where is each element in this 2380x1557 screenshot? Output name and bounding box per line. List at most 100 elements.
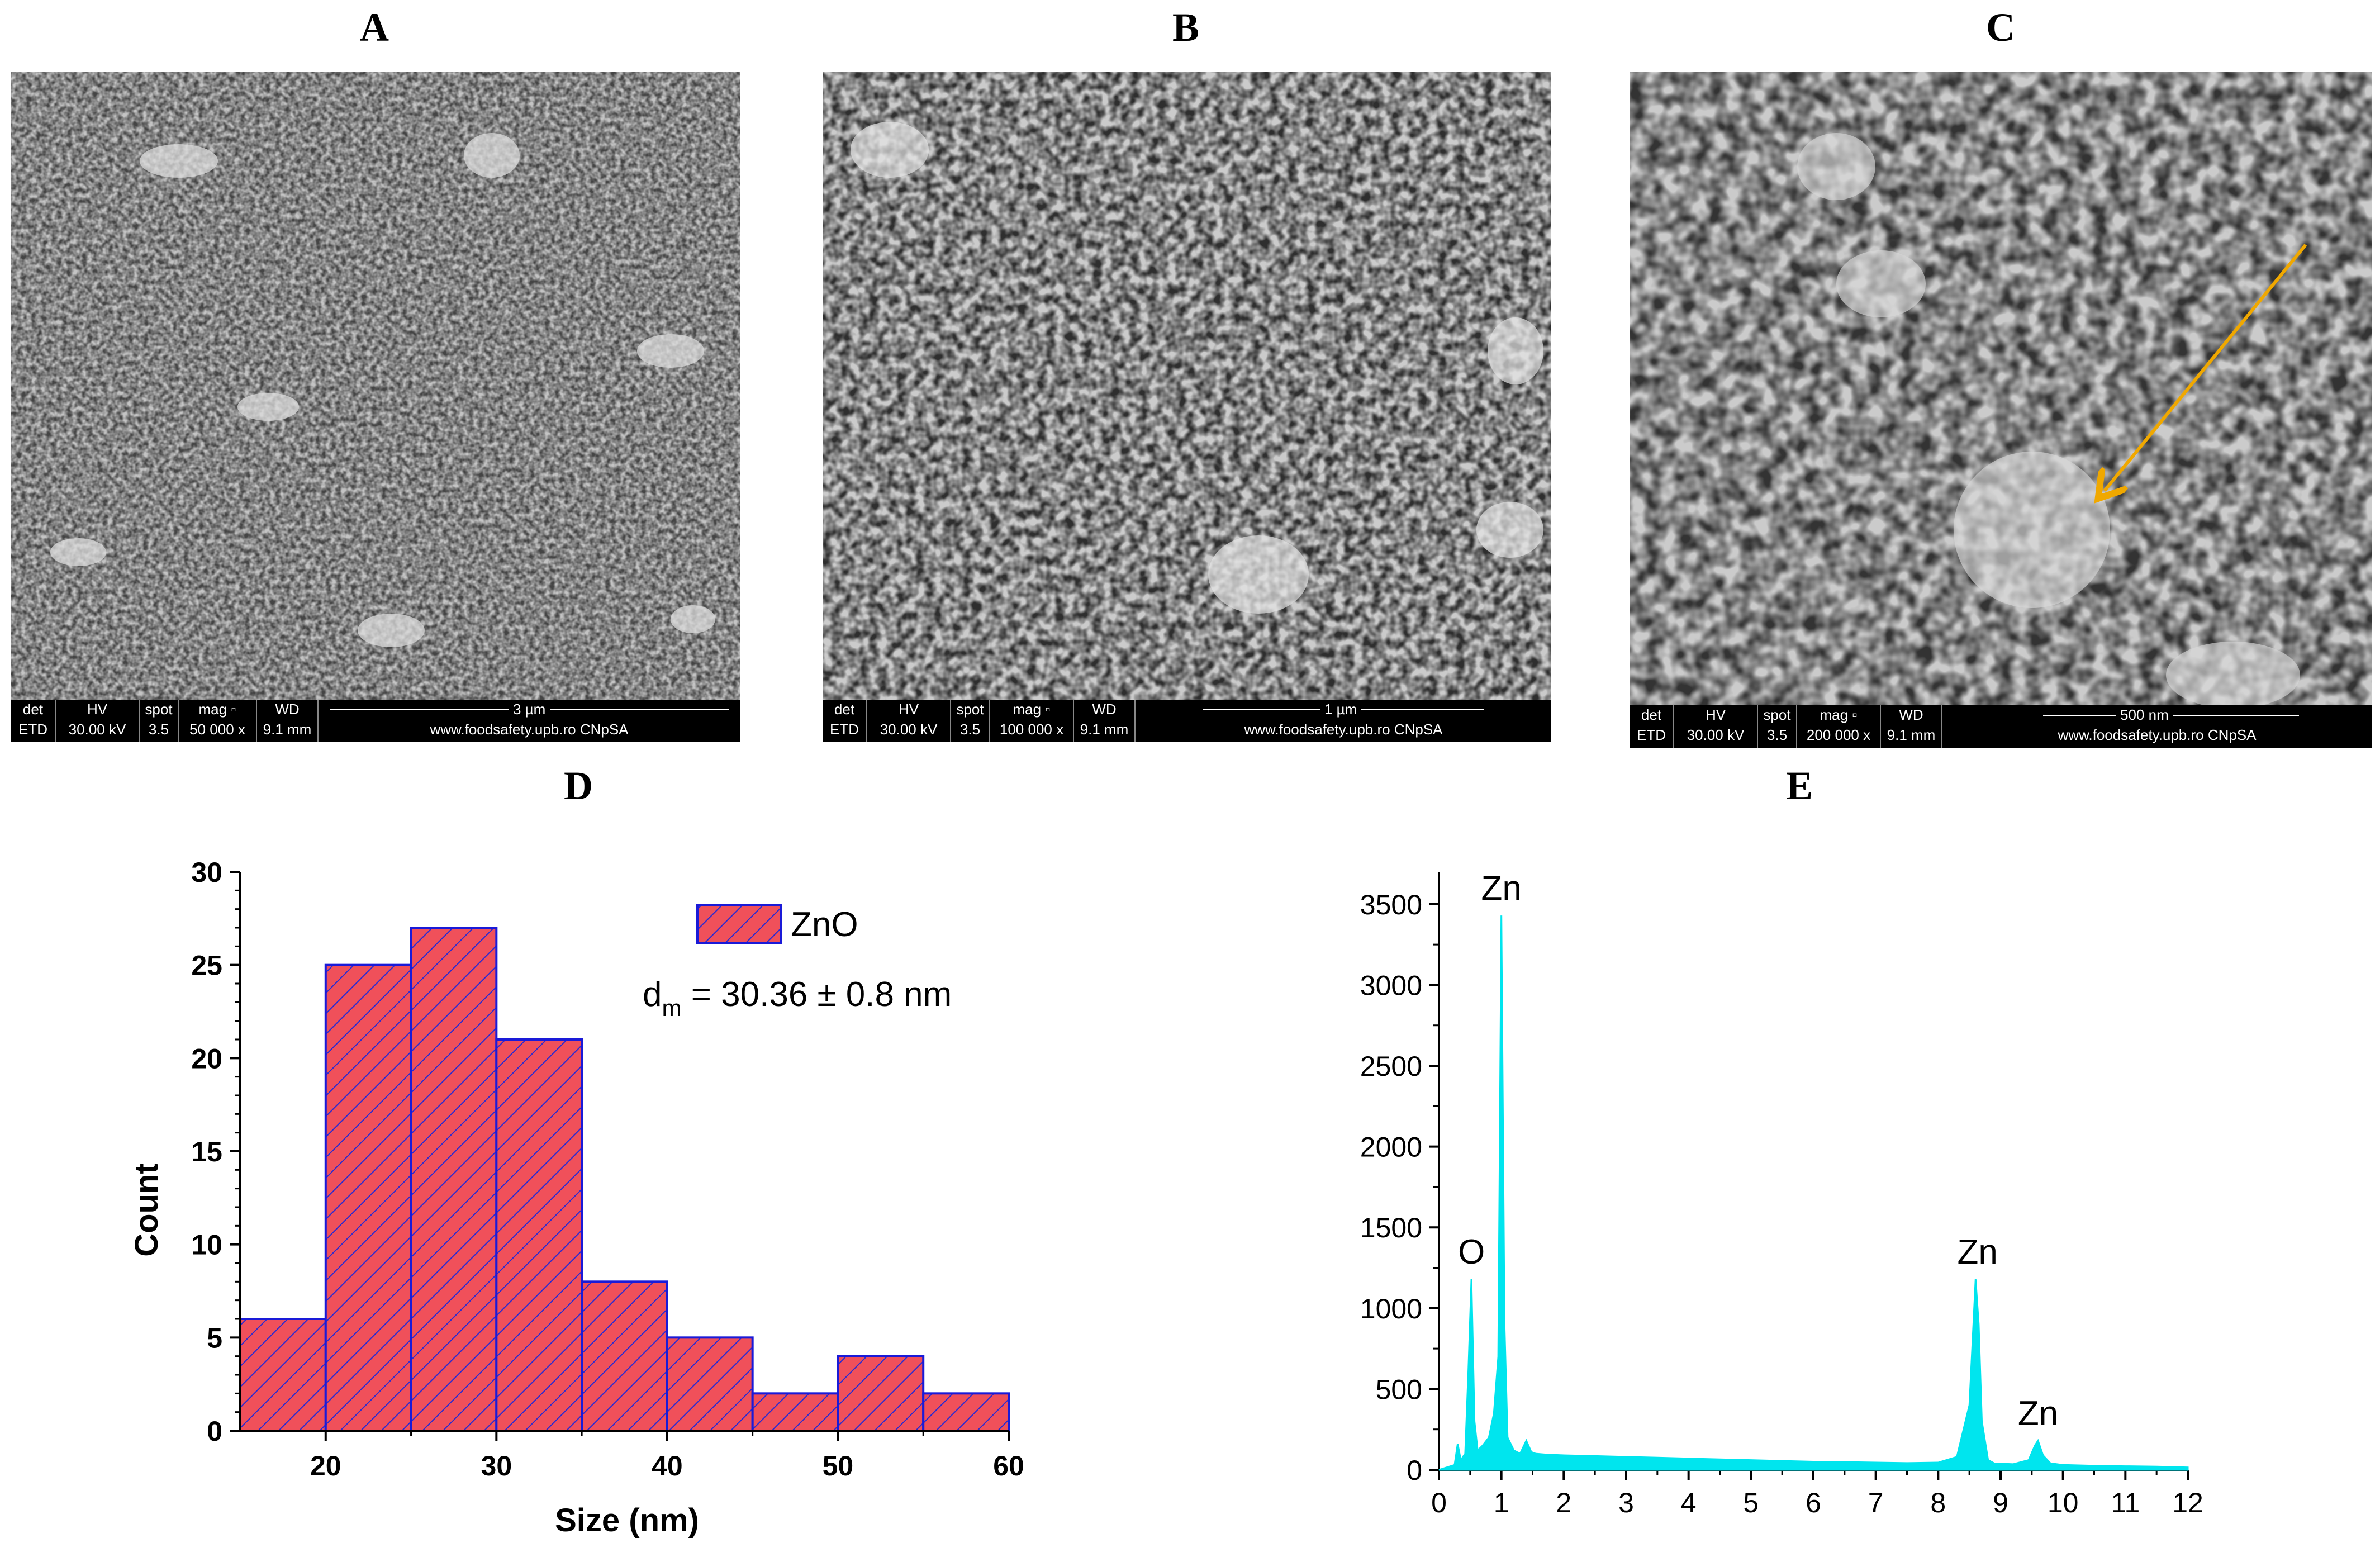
wd-header: WD — [275, 701, 300, 718]
panel-label-a: A — [360, 5, 389, 50]
histogram-bar — [495, 1038, 583, 1432]
hv-value: 30.00 kV — [1687, 727, 1745, 743]
x-tick-label: 20 — [310, 1450, 341, 1482]
y-tick-label: 3000 — [1360, 970, 1422, 1001]
x-tick-label: 8 — [1930, 1487, 1946, 1518]
sem-texture-b — [823, 72, 1551, 700]
y-tick-label: 3500 — [1360, 889, 1422, 920]
hv-header: HV — [898, 701, 919, 718]
histogram-bar — [837, 1355, 925, 1432]
mag-value: 100 000 x — [999, 721, 1064, 738]
x-tick-label: 11 — [2111, 1487, 2140, 1518]
x-tick-label: 0 — [1431, 1487, 1447, 1518]
peak-label: Zn — [1958, 1233, 1998, 1271]
wd-value: 9.1 mm — [1080, 721, 1129, 738]
x-tick-label: 40 — [652, 1450, 683, 1482]
site-label: www.foodsafety.upb.ro CNpSA — [1244, 721, 1443, 738]
peak-label: O — [1458, 1233, 1485, 1271]
sem-databar-c: det ETD HV 30.00 kV spot 3.5 mag ▫ 200 000 x… — [1630, 705, 2372, 748]
annotation-subscript: m — [662, 995, 681, 1021]
mag-header: mag ▫ — [1820, 706, 1858, 723]
x-tick-label: 5 — [1743, 1487, 1759, 1518]
spot-value: 3.5 — [148, 721, 169, 738]
hv-header: HV — [1705, 706, 1726, 723]
site-label: www.foodsafety.upb.ro CNpSA — [2058, 727, 2257, 743]
peak-label: Zn — [2018, 1394, 2058, 1433]
annotation-prefix: d — [643, 975, 662, 1014]
y-axis-label: Count — [129, 1163, 165, 1257]
panel-label-e: E — [1785, 763, 1813, 808]
y-tick-label: 5 — [207, 1322, 222, 1354]
legend-label: ZnO — [791, 905, 858, 944]
x-tick-label: 12 — [2172, 1487, 2203, 1518]
histogram-bar — [581, 1280, 668, 1432]
peak-label: Zn — [1481, 869, 1521, 908]
x-tick-label: 2 — [1556, 1487, 1571, 1518]
x-tick-label: 3 — [1618, 1487, 1634, 1518]
panel-label-b: B — [1172, 5, 1200, 50]
histogram-bar — [922, 1392, 1010, 1432]
mag-header: mag ▫ — [1013, 701, 1051, 718]
y-tick-label: 10 — [191, 1230, 222, 1261]
sem-databar-b: det ETD HV 30.00 kV spot 3.5 mag ▫ 100 000 x… — [823, 700, 1551, 742]
histogram-bar — [410, 927, 498, 1432]
histogram-bar — [751, 1392, 839, 1432]
histogram-bar — [324, 963, 412, 1432]
spectrum-line — [1438, 915, 2189, 1471]
sem-image-a: det ETD HV 30.00 kV spot 3.5 mag ▫ 50 000 x … — [11, 72, 740, 742]
mag-header: mag ▫ — [198, 701, 236, 718]
y-tick-label: 30 — [191, 857, 222, 888]
scale-label: 500 nm — [2116, 706, 2173, 724]
histogram-bar — [666, 1336, 754, 1432]
mag-value: 200 000 x — [1806, 727, 1871, 743]
y-tick-label: 0 — [1407, 1455, 1422, 1486]
det-value: ETD — [18, 721, 47, 738]
y-tick-label: 1000 — [1360, 1293, 1422, 1325]
y-tick-label: 0 — [207, 1416, 222, 1447]
x-tick-label: 6 — [1806, 1487, 1821, 1518]
spot-value: 3.5 — [1766, 727, 1788, 743]
panel-label-d: D — [564, 763, 593, 808]
wd-value: 9.1 mm — [1887, 727, 1936, 743]
edx-spectrum-chart: 0 1 2 3 4 5 6 7 8 9 10 11 12050010001500200025003000… — [1360, 869, 2203, 1518]
sem-image-b: det ETD HV 30.00 kV spot 3.5 mag ▫ 100 000 x… — [823, 72, 1551, 742]
histogram-bar — [239, 1318, 327, 1432]
site-label: www.foodsafety.upb.ro CNpSA — [430, 721, 629, 738]
scale-label: 3 µm — [509, 701, 550, 718]
pointer-arrow — [2105, 244, 2307, 491]
y-tick-label: 15 — [191, 1136, 222, 1167]
sem-texture-a — [11, 72, 740, 700]
sem-texture-c — [1630, 72, 2372, 705]
y-tick-label: 2500 — [1360, 1051, 1422, 1082]
sem-databar-a: det ETD HV 30.00 kV spot 3.5 mag ▫ 50 000 x … — [11, 700, 740, 742]
x-tick-label: 1 — [1494, 1487, 1509, 1518]
wd-header: WD — [1092, 701, 1117, 718]
wd-value: 9.1 mm — [263, 721, 312, 738]
det-header: det — [1641, 706, 1662, 723]
y-tick-label: 1500 — [1360, 1212, 1422, 1243]
y-tick-label: 500 — [1376, 1374, 1422, 1405]
det-header: det — [834, 701, 855, 718]
x-tick-label: 10 — [2048, 1487, 2079, 1518]
spot-header: spot — [1763, 706, 1791, 723]
legend-swatch — [696, 904, 782, 944]
x-tick-label: 50 — [823, 1450, 854, 1482]
size-histogram-chart: 20 30 40 50 60 0 5 10 15 20 25 30 Size (nm) Count Z… — [129, 857, 1024, 1539]
spot-value: 3.5 — [959, 721, 981, 738]
det-value: ETD — [830, 721, 859, 738]
det-value: ETD — [1637, 727, 1666, 743]
panel-label-c: C — [1986, 5, 2015, 50]
sem-image-c: det ETD HV 30.00 kV spot 3.5 mag ▫ 200 000 x… — [1630, 72, 2372, 748]
hv-value: 30.00 kV — [880, 721, 938, 738]
x-axis-label: Size (nm) — [555, 1502, 699, 1539]
annotation-text: = 30.36 ± 0.8 nm — [681, 975, 952, 1014]
wd-header: WD — [1899, 706, 1923, 723]
spot-header: spot — [145, 701, 173, 718]
x-tick-label: 60 — [993, 1450, 1024, 1482]
x-tick-label: 4 — [1681, 1487, 1697, 1518]
x-tick-label: 7 — [1868, 1487, 1884, 1518]
mag-value: 50 000 x — [189, 721, 245, 738]
x-tick-label: 30 — [481, 1450, 512, 1482]
y-tick-label: 20 — [191, 1043, 222, 1074]
mean-size-annotation: dm = 30.36 ± 0.8 nm — [643, 975, 952, 1021]
